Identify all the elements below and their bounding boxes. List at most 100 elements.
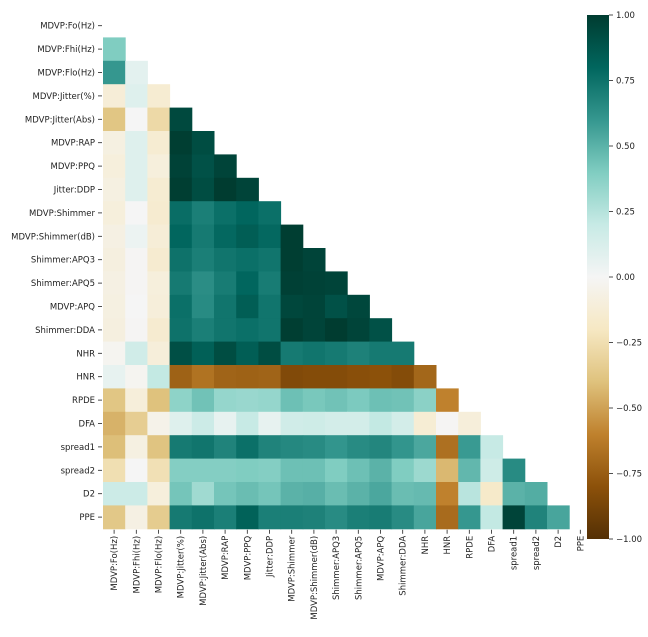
heatmap-cell [302,318,326,343]
heatmap-cell [302,365,326,389]
heatmap-cell [302,294,326,319]
heatmap-cell [147,365,171,389]
heatmap-cell [125,131,148,155]
heatmap-cell [547,505,570,530]
heatmap-cell [280,388,304,413]
heatmap-cell [413,458,437,483]
heatmap-cell [169,107,193,132]
y-tick-labels: MDVP:Fo(Hz) MDVP:Fhi(Hz) MDVP:Flo(Hz) MDVP:… [11,22,102,523]
heatmap-cell [103,365,126,389]
x-tick-label: MDVP:Shimmer [288,535,298,601]
heatmap-cell [147,505,171,530]
heatmap-cell [191,482,215,506]
heatmap-cell [236,318,259,343]
heatmap-cell [280,248,304,272]
colorbar-tick-label: −0.50 [616,404,642,414]
x-tick-label: MDVP:RAP [221,536,231,580]
heatmap-cell [325,458,348,483]
y-tick-label: HNR [76,373,95,383]
heatmap-cell [103,84,126,109]
heatmap-cell [103,224,126,249]
heatmap-cell [214,482,237,506]
heatmap-cell [236,201,259,226]
heatmap-cell [369,388,393,413]
x-tick-label: D2 [554,536,564,548]
heatmap-cell [458,458,481,483]
heatmap-cell [280,482,304,506]
heatmap-cell [236,248,259,272]
heatmap-cell [191,224,215,249]
x-tick-label: Shimmer:DDA [399,536,409,596]
heatmap-cell [280,458,304,483]
heatmap-cell [169,248,193,272]
heatmap-cell [191,248,215,272]
heatmap-cell [325,505,348,530]
heatmap-cell [125,271,148,296]
heatmap-cell [236,411,259,436]
heatmap-cell [214,411,237,436]
heatmap-cell [302,388,326,413]
heatmap-cell [280,318,304,343]
heatmap-cell [191,131,215,155]
heatmap-cell [125,458,148,483]
heatmap-cell [103,341,126,366]
y-tick-label: Shimmer:APQ5 [31,279,95,289]
heatmap-cell [369,411,393,436]
heatmap-cell [369,341,393,366]
heatmap-cell [125,341,148,366]
x-tick-label: MDVP:Fo(Hz) [110,536,120,591]
heatmap-cell [436,435,459,460]
heatmap-cell [125,411,148,436]
heatmap-cell [258,365,282,389]
heatmap-cell [191,201,215,226]
heatmap-cell [169,458,193,483]
heatmap-cell [169,154,193,179]
y-tick-label: PPE [79,513,95,523]
heatmap-cell [103,154,126,179]
heatmap-cell [236,177,259,202]
heatmap-cell [147,201,171,226]
heatmap-cell [325,341,348,366]
heatmap-cell [369,482,393,506]
heatmap-cell [103,248,126,272]
heatmap-cell [302,505,326,530]
x-tick-label: MDVP:Jitter(%) [177,536,187,599]
heatmap-cell [258,318,282,343]
heatmap-cell [347,505,370,530]
heatmap-cell [347,411,370,436]
heatmap-cell [191,365,215,389]
heatmap-cell [214,341,237,366]
heatmap-cell [191,271,215,296]
y-tick-label: MDVP:Shimmer(dB) [11,232,95,242]
heatmap-cell [147,224,171,249]
heatmap-cell [347,318,370,343]
heatmap-cell [236,505,259,530]
x-tick-label: spread2 [532,536,542,570]
heatmap-cell [103,482,126,506]
heatmap-cell [347,341,370,366]
heatmap-cell [103,435,126,460]
heatmap-cell [280,411,304,436]
y-tick-label: MDVP:APQ [50,303,95,313]
heatmap-cell [391,365,415,389]
heatmap-cell [103,201,126,226]
heatmap-cell [191,458,215,483]
heatmap-cell [191,411,215,436]
heatmap-cell [325,318,348,343]
heatmap-cell [147,154,171,179]
heatmap-cell [302,458,326,483]
heatmap-cell [191,388,215,413]
x-tick-label: MDVP:PPQ [243,535,253,580]
heatmap-cell [236,458,259,483]
heatmap-cell [125,505,148,530]
heatmap-cell [147,177,171,202]
heatmap-cell [236,294,259,319]
heatmap-cell [191,318,215,343]
heatmap-cell [103,177,126,202]
heatmap-cell [147,318,171,343]
heatmap-cell [103,505,126,530]
heatmap-cell [369,365,393,389]
heatmap-cell [169,482,193,506]
y-tick-label: MDVP:Jitter(%) [32,92,95,102]
